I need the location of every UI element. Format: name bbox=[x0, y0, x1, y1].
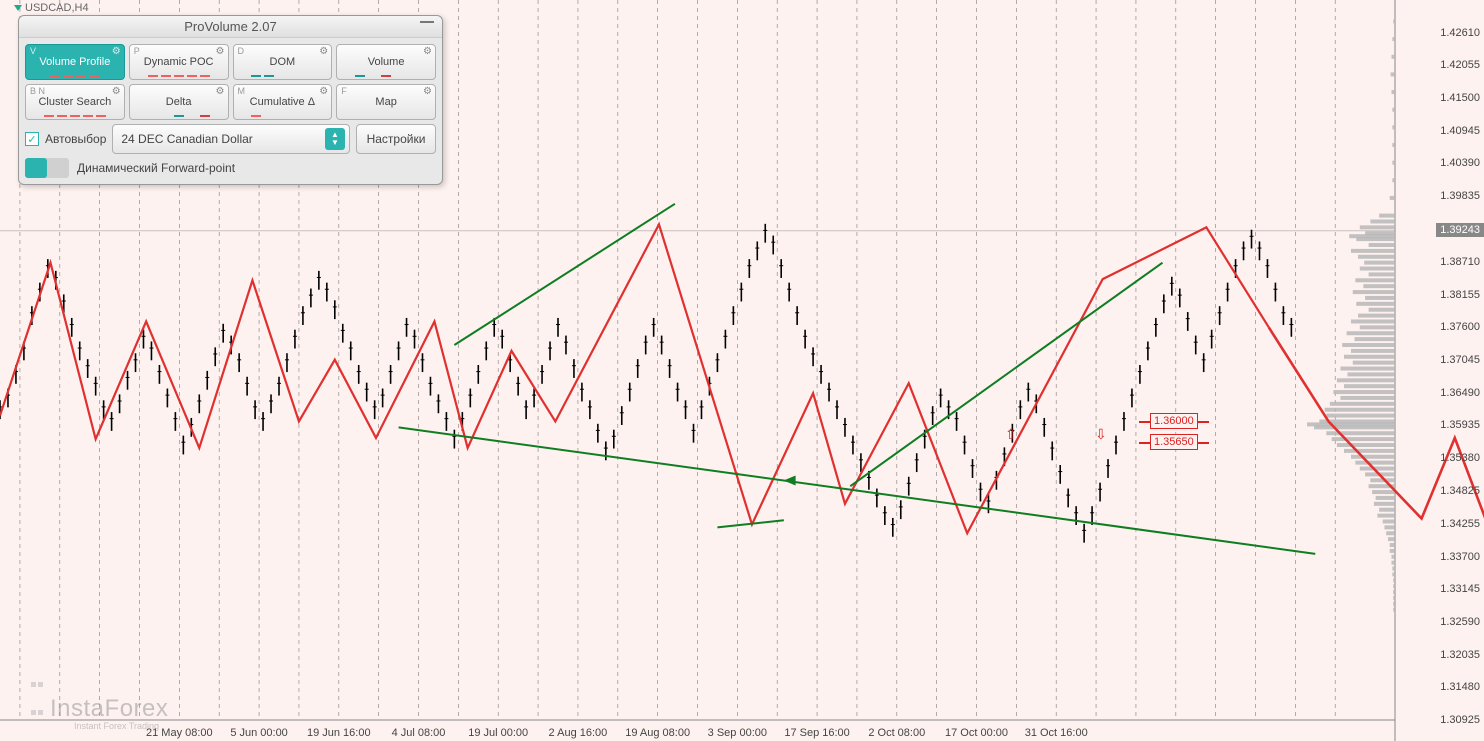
panel-btn-label: Volume bbox=[368, 56, 405, 68]
panel-btn-map[interactable]: F⚙Map bbox=[336, 84, 436, 120]
panel-row-1: V⚙Volume ProfileP⚙Dynamic POCD⚙DOM⚙Volum… bbox=[25, 44, 436, 80]
x-tick: 31 Oct 16:00 bbox=[1025, 727, 1088, 739]
y-tick: 1.42610 bbox=[1440, 27, 1480, 39]
panel-btn-dom[interactable]: D⚙DOM bbox=[233, 44, 333, 80]
x-tick: 19 Aug 08:00 bbox=[625, 727, 690, 739]
y-tick: 1.32590 bbox=[1440, 616, 1480, 628]
y-tick: 1.39835 bbox=[1440, 190, 1480, 202]
watermark-main: InstaForex bbox=[50, 695, 168, 722]
current-price-badge: 1.39243 bbox=[1436, 223, 1484, 237]
y-tick: 1.30925 bbox=[1440, 714, 1480, 726]
provolume-panel[interactable]: ProVolume 2.07 V⚙Volume ProfileP⚙Dynamic… bbox=[18, 15, 443, 185]
x-tick: 21 May 08:00 bbox=[146, 727, 213, 739]
arrow-up-icon: ⇧ bbox=[1005, 426, 1017, 443]
y-tick: 1.32035 bbox=[1440, 649, 1480, 661]
panel-btn-volume-profile[interactable]: V⚙Volume Profile bbox=[25, 44, 125, 80]
panel-btn-label: Cluster Search bbox=[38, 96, 111, 108]
x-tick: 17 Sep 16:00 bbox=[784, 727, 849, 739]
panel-btn-label: DOM bbox=[270, 56, 296, 68]
gear-icon[interactable]: ⚙ bbox=[112, 86, 121, 97]
settings-label: Настройки bbox=[367, 132, 426, 146]
gear-icon[interactable]: ⚙ bbox=[319, 86, 328, 97]
panel-btn-delta[interactable]: ⚙ Delta bbox=[129, 84, 229, 120]
panel-btn-label: Map bbox=[375, 96, 396, 108]
x-tick: 2 Oct 08:00 bbox=[868, 727, 925, 739]
forward-point-toggle[interactable] bbox=[25, 158, 69, 178]
panel-body: V⚙Volume ProfileP⚙Dynamic POCD⚙DOM⚙Volum… bbox=[19, 38, 442, 184]
x-tick: 3 Sep 00:00 bbox=[708, 727, 767, 739]
panel-btn-volume[interactable]: ⚙ Volume bbox=[336, 44, 436, 80]
panel-title-text: ProVolume 2.07 bbox=[184, 19, 277, 34]
y-tick: 1.34255 bbox=[1440, 518, 1480, 530]
forward-point-label: Динамический Forward-point bbox=[77, 161, 235, 175]
settings-button[interactable]: Настройки bbox=[356, 124, 436, 154]
y-tick: 1.42055 bbox=[1440, 59, 1480, 71]
panel-row-toggle: Динамический Forward-point bbox=[25, 158, 436, 178]
minimize-icon[interactable] bbox=[420, 20, 434, 23]
y-tick: 1.37045 bbox=[1440, 354, 1480, 366]
y-tick: 1.41500 bbox=[1440, 92, 1480, 104]
y-tick: 1.40945 bbox=[1440, 125, 1480, 137]
y-tick: 1.33700 bbox=[1440, 551, 1480, 563]
x-tick: 4 Jul 08:00 bbox=[392, 727, 446, 739]
autoselect-label: Автовыбор bbox=[45, 132, 106, 146]
instrument-select-value: 24 DEC Canadian Dollar bbox=[121, 132, 252, 146]
x-tick: 5 Jun 00:00 bbox=[230, 727, 288, 739]
panel-btn-label: Cumulative Δ bbox=[250, 96, 315, 108]
chart-root: USDCAD,H4 ProVolume 2.07 V⚙Volume Profil… bbox=[0, 0, 1484, 741]
panel-row-select: ✓ Автовыбор 24 DEC Canadian Dollar ▲▼ На… bbox=[25, 124, 436, 154]
panel-btn-cluster-search[interactable]: B N⚙Cluster Search bbox=[25, 84, 125, 120]
panel-btn-label: Delta bbox=[166, 96, 192, 108]
panel-btn-cumulative-[interactable]: M⚙Cumulative Δ bbox=[233, 84, 333, 120]
gear-icon[interactable]: ⚙ bbox=[319, 46, 328, 57]
gear-icon[interactable]: ⚙ bbox=[216, 46, 225, 57]
x-tick: 2 Aug 16:00 bbox=[549, 727, 608, 739]
y-tick: 1.37600 bbox=[1440, 321, 1480, 333]
gear-icon[interactable]: ⚙ bbox=[112, 46, 121, 57]
y-tick: 1.33145 bbox=[1440, 583, 1480, 595]
y-tick: 1.34825 bbox=[1440, 485, 1480, 497]
y-tick: 1.35380 bbox=[1440, 452, 1480, 464]
x-tick: 19 Jun 16:00 bbox=[307, 727, 371, 739]
y-tick: 1.40390 bbox=[1440, 157, 1480, 169]
panel-row-2: B N⚙Cluster Search⚙DeltaM⚙Cumulative ΔF⚙… bbox=[25, 84, 436, 120]
panel-btn-label: Volume Profile bbox=[39, 56, 110, 68]
autoselect-checkbox[interactable]: ✓ bbox=[25, 132, 39, 146]
y-tick: 1.38155 bbox=[1440, 289, 1480, 301]
panel-btn-label: Dynamic POC bbox=[144, 56, 214, 68]
instrument-select[interactable]: 24 DEC Canadian Dollar ▲▼ bbox=[112, 124, 350, 154]
y-tick: 1.35935 bbox=[1440, 419, 1480, 431]
select-arrows-icon[interactable]: ▲▼ bbox=[325, 128, 345, 150]
panel-title[interactable]: ProVolume 2.07 bbox=[19, 16, 442, 38]
panel-btn-dynamic-poc[interactable]: P⚙Dynamic POC bbox=[129, 44, 229, 80]
gear-icon[interactable]: ⚙ bbox=[423, 46, 432, 57]
y-tick: 1.38710 bbox=[1440, 256, 1480, 268]
price-level-label: 1.35650 bbox=[1150, 434, 1198, 450]
gear-icon[interactable]: ⚙ bbox=[423, 86, 432, 97]
x-tick: 17 Oct 00:00 bbox=[945, 727, 1008, 739]
y-tick: 1.36490 bbox=[1440, 387, 1480, 399]
arrow-down-icon: ⇩ bbox=[1095, 426, 1107, 443]
x-tick: 19 Jul 00:00 bbox=[468, 727, 528, 739]
gear-icon[interactable]: ⚙ bbox=[216, 86, 225, 97]
watermark: InstaForex Instant Forex Trading bbox=[30, 667, 168, 731]
y-tick: 1.31480 bbox=[1440, 681, 1480, 693]
price-level-label: 1.36000 bbox=[1150, 413, 1198, 429]
